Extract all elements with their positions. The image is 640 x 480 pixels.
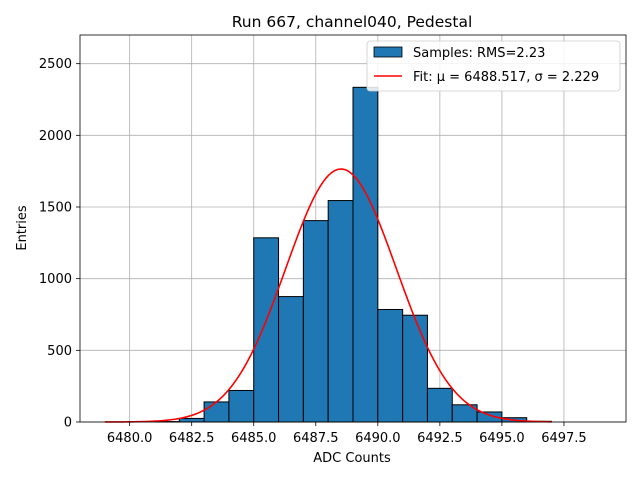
- y-axis-label: Entries: [15, 205, 30, 251]
- histogram-bar: [278, 296, 304, 423]
- x-tick-label: 6482.5: [169, 431, 215, 446]
- histogram-bar: [302, 220, 329, 423]
- x-tick-label: 6480.0: [107, 431, 153, 446]
- x-tick-label: 6492.5: [417, 431, 463, 446]
- legend: Samples: RMS=2.23 Fit: μ = 6488.517, σ =…: [366, 40, 621, 92]
- x-tick-label: 6490.0: [355, 431, 401, 446]
- x-tick-label: 6487.5: [293, 431, 339, 446]
- histogram-bar: [228, 389, 255, 423]
- y-tick-label: 2500: [39, 57, 72, 72]
- histogram-bar: [352, 86, 379, 423]
- ticks-layer: 6480.0 6482.5 6485.0 6487.5 6490.0 6492.5 6495…: [39, 57, 587, 446]
- histogram-bar: [402, 314, 428, 423]
- y-tick-label: 2000: [39, 129, 72, 144]
- x-axis-label: ADC Counts: [313, 451, 391, 466]
- legend-box: [366, 40, 621, 92]
- histogram-bar: [426, 387, 453, 423]
- x-tick-label: 6497.5: [541, 431, 587, 446]
- y-tick-label: 1000: [39, 272, 72, 287]
- y-tick-label: 500: [47, 344, 72, 359]
- legend-swatch-samples: [373, 46, 403, 58]
- y-tick-label: 0: [64, 416, 72, 431]
- histogram-bar: [253, 237, 280, 423]
- chart-title: Run 667, channel040, Pedestal: [232, 13, 473, 31]
- x-tick-label: 6485.0: [231, 431, 277, 446]
- fit-layer: [104, 168, 552, 423]
- bars-layer: [153, 86, 553, 423]
- histogram-bar: [377, 308, 404, 423]
- legend-label-samples: Samples: RMS=2.23: [413, 46, 545, 61]
- x-tick-label: 6495.0: [479, 431, 525, 446]
- histogram-bar: [178, 417, 205, 423]
- legend-label-fit: Fit: μ = 6488.517, σ = 2.229: [413, 70, 599, 85]
- plot-frame: [79, 34, 627, 423]
- histogram-bar: [327, 200, 354, 423]
- y-tick-label: 1500: [39, 201, 72, 216]
- fit-curve: [104, 168, 552, 423]
- histogram-bar: [203, 401, 230, 423]
